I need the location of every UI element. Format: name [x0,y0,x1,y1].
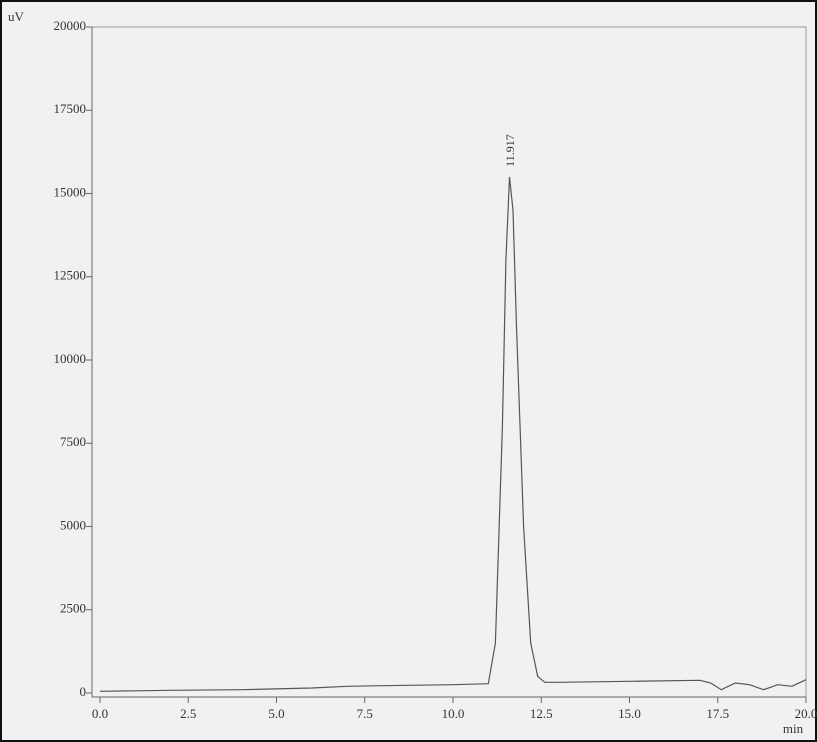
y-tick-label: 20000 [54,18,87,33]
y-tick-label: 0 [80,684,87,699]
y-tick-label: 17500 [54,101,87,116]
y-tick-label: 5000 [60,517,86,532]
x-axis-label: min [783,721,804,736]
x-tick-label: 10.0 [442,706,465,721]
y-tick-label: 2500 [60,601,86,616]
y-tick-label: 7500 [60,434,86,449]
x-tick-label: 15.0 [618,706,641,721]
x-tick-label: 2.5 [180,706,196,721]
x-tick-label: 7.5 [357,706,373,721]
y-tick-label: 10000 [54,351,87,366]
x-tick-label: 20.0 [795,706,817,721]
y-tick-label: 12500 [54,268,87,283]
x-tick-label: 17.5 [706,706,729,721]
y-axis-label: uV [8,9,25,24]
y-tick-label: 15000 [54,184,87,199]
x-tick-label: 5.0 [268,706,284,721]
chart: uV min 0 2500 5000 7500 10000 12500 15000 17500… [0,0,817,742]
x-tick-label: 12.5 [530,706,553,721]
x-tick-label: 0.0 [92,706,108,721]
background [1,1,816,741]
peak-label: 11.917 [503,134,517,167]
